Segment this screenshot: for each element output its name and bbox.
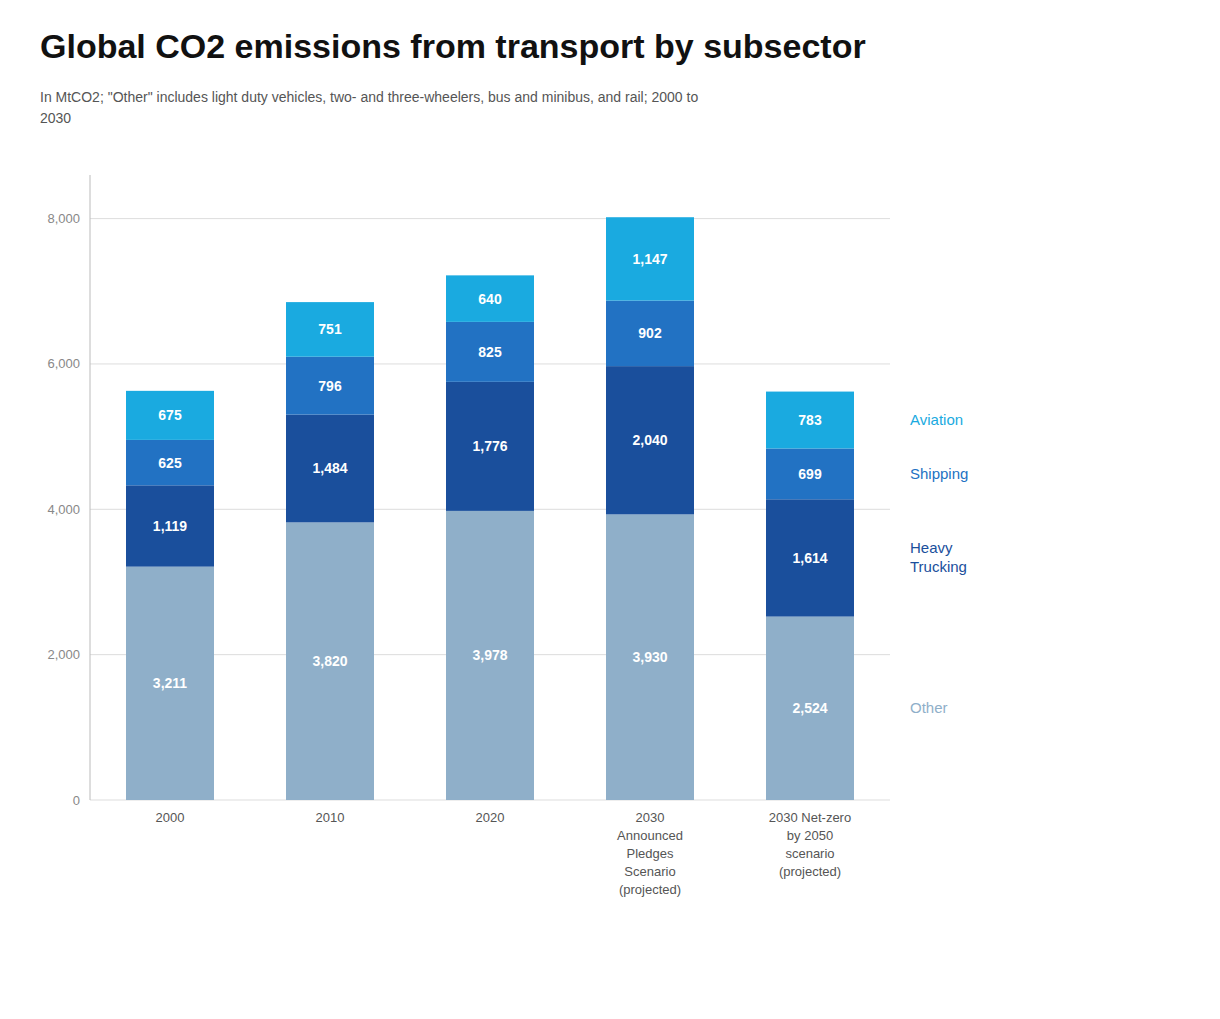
bar-segment [606, 366, 694, 514]
grid-line [90, 218, 890, 219]
bar-segment [126, 485, 214, 566]
data-label: 3,820 [312, 653, 347, 669]
legend: Other Heavy Trucking Shipping Aviation [910, 411, 968, 716]
legend-entry: Heavy Trucking [910, 539, 967, 575]
chart-container: Global CO2 emissions from transport by s… [0, 0, 1220, 1019]
text-line: scenario [785, 846, 834, 861]
text-line: Trucking [910, 558, 967, 575]
y-tick-label: 0 [73, 793, 80, 808]
y-tick-label: 4,000 [47, 502, 80, 517]
bar-segment [286, 415, 374, 523]
data-label: 1,147 [632, 251, 667, 267]
text-line: by 2050 [787, 828, 833, 843]
bar-segment [446, 382, 534, 511]
subtitle: In MtCO2; "Other" includes light duty ve… [40, 89, 698, 126]
data-label: 625 [158, 455, 182, 471]
data-label: 2,040 [632, 432, 667, 448]
data-label: 640 [478, 291, 502, 307]
x-tick-label: 2010 [316, 810, 345, 825]
data-label: 699 [798, 466, 822, 482]
legend-entry: Aviation [910, 411, 963, 428]
legend-entry: Other [910, 699, 948, 716]
bar-segment [126, 567, 214, 800]
data-label: 1,614 [792, 550, 827, 566]
data-label: 796 [318, 378, 342, 394]
bar-segment [126, 440, 214, 485]
chart-svg: Global CO2 emissions from transport by s… [0, 0, 1220, 1019]
data-label: 3,930 [632, 649, 667, 665]
bar-segment [606, 514, 694, 800]
bar-segment [766, 392, 854, 449]
data-label: 3,978 [472, 647, 507, 663]
bar-segment [766, 448, 854, 499]
text-line: Announced [617, 828, 683, 843]
data-label: 825 [478, 344, 502, 360]
text-line: 2000 [156, 810, 185, 825]
bar-segment [446, 275, 534, 322]
text-line: Shipping [910, 465, 968, 482]
bar-segment [126, 391, 214, 440]
text-line: In MtCO2; "Other" includes light duty ve… [40, 89, 698, 105]
y-tick-label: 6,000 [47, 356, 80, 371]
bar-segment [286, 522, 374, 800]
x-tick-label: 2020 [476, 810, 505, 825]
text-line: Scenario [624, 864, 675, 879]
text-line: 2030 [636, 810, 665, 825]
page: {"chart_data": { "type": "bar", "stacked… [0, 0, 1220, 1019]
text-line: Pledges [627, 846, 674, 861]
x-tick-label: 2030 Announced Pledges Scenario (projected) [617, 810, 683, 897]
x-tick-label: 2000 [156, 810, 185, 825]
bar-segment [606, 301, 694, 367]
legend-entry: Shipping [910, 465, 968, 482]
text-line: Aviation [910, 411, 963, 428]
bar-segment [286, 357, 374, 415]
text-line: 2030 Net-zero [769, 810, 851, 825]
y-tick-label: 2,000 [47, 647, 80, 662]
grid [90, 219, 890, 800]
bars [126, 217, 854, 800]
bar-segment [606, 217, 694, 300]
data-label: 1,119 [153, 518, 187, 534]
bar-segment [446, 511, 534, 800]
x-tick-label: 2030 Net-zero by 2050 scenario (projected) [769, 810, 851, 879]
bar-segment [766, 617, 854, 800]
bar-segment [286, 302, 374, 357]
text-line: (projected) [619, 882, 681, 897]
y-tick-label: 8,000 [47, 211, 80, 226]
text-line: Other [910, 699, 948, 716]
data-label: 1,484 [312, 460, 347, 476]
text-line: 2030 [40, 110, 71, 126]
data-label: 902 [638, 325, 662, 341]
data-label: 675 [158, 407, 182, 423]
text-line: (projected) [779, 864, 841, 879]
data-label: 1,776 [472, 438, 507, 454]
data-label: 3,211 [153, 675, 187, 691]
data-label: 751 [318, 321, 342, 337]
bar-segment [766, 499, 854, 616]
text-line: 2010 [316, 810, 345, 825]
data-labels: 3,211 3,820 3,978 3,930 2,524 1,119 1,484 1,776… [153, 251, 828, 716]
title: Global CO2 emissions from transport by s… [40, 27, 866, 65]
y-axis-line [90, 175, 91, 800]
data-label: 2,524 [792, 700, 827, 716]
text-line: Heavy [910, 539, 953, 556]
data-label: 783 [798, 412, 822, 428]
bar-segment [446, 322, 534, 382]
text-line: 2020 [476, 810, 505, 825]
